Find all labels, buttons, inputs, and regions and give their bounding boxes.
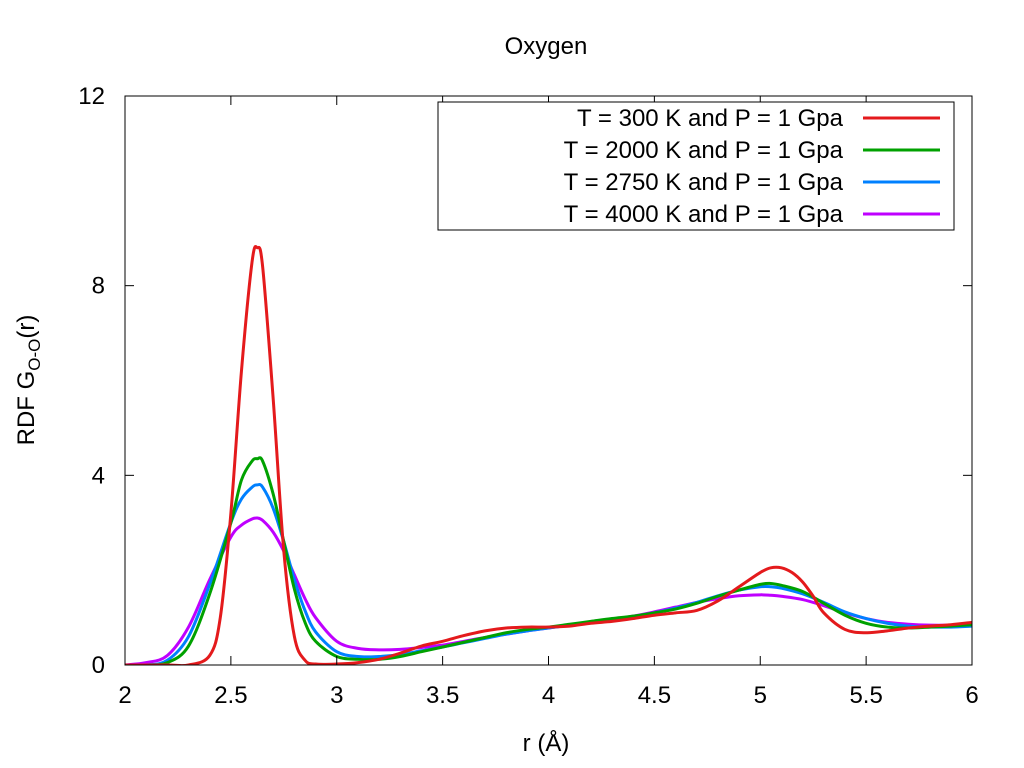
legend-label: T = 300 K and P = 1 Gpa [577,105,844,132]
y-axis-label: RDF GO-O(r) [13,315,44,446]
x-tick-label: 2.5 [214,682,247,709]
x-tick-label: 5.5 [849,682,882,709]
y-axis-label-subscript: O-O [25,339,44,371]
y-tick-label: 12 [78,83,105,110]
legend-label: T = 2000 K and P = 1 Gpa [564,137,844,164]
chart-title: Oxygen [505,33,588,60]
x-tick-label: 2 [118,682,131,709]
y-axis-label-suffix: (r) [13,315,40,339]
series-group [125,244,972,665]
x-tick-label: 6 [965,682,978,709]
y-tick-label: 4 [92,462,105,489]
x-tick-label: 4 [542,682,555,709]
series-line-1 [125,244,972,665]
series-line-2 [125,456,972,665]
legend: T = 300 K and P = 1 Gpa T = 2000 K and P … [437,101,955,231]
plot-frame [124,95,973,666]
legend-label: T = 4000 K and P = 1 Gpa [564,201,844,228]
x-tick-label: 5 [754,682,767,709]
x-tick-label: 3.5 [426,682,459,709]
y-tick-label: 8 [92,273,105,300]
y-axis-label-prefix: RDF G [13,371,40,446]
ticks-group: 2 2.5 3 3.5 4 4.5 5 5.5 6 0 4 8 12 [78,83,978,709]
x-tick-label: 3 [330,682,343,709]
y-tick-label: 0 [92,652,105,679]
legend-label: T = 2750 K and P = 1 Gpa [564,169,844,196]
x-tick-label: 4.5 [638,682,671,709]
x-axis-label: r (Å) [523,729,570,757]
legend-box [437,101,955,231]
